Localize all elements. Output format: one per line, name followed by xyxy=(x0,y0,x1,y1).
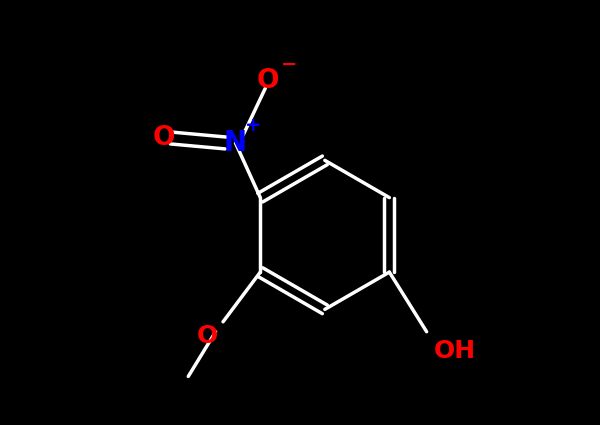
Text: −: − xyxy=(281,55,298,74)
Text: O: O xyxy=(257,68,279,94)
Text: O: O xyxy=(197,324,218,348)
Text: +: + xyxy=(245,116,261,135)
Text: N: N xyxy=(224,129,247,157)
Text: O: O xyxy=(152,125,175,151)
Text: OH: OH xyxy=(434,339,476,363)
